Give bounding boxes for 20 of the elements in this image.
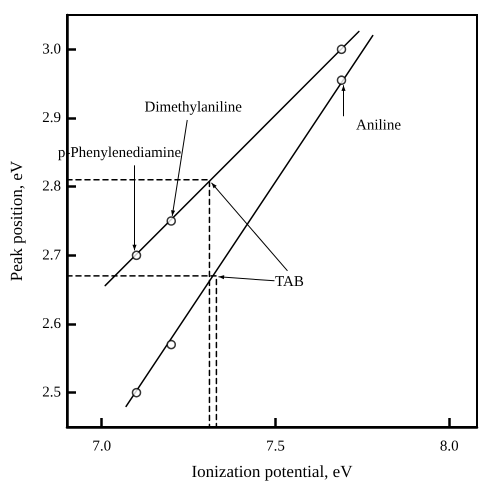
annotation: Aniline — [356, 118, 402, 134]
y-tick-label: 2.5 — [42, 384, 61, 401]
y-tick-label: 3.0 — [42, 41, 61, 58]
point — [336, 44, 346, 54]
annotation: Dimethylaniline — [144, 99, 242, 116]
y-tick-label: 2.9 — [42, 110, 61, 126]
point — [166, 216, 176, 226]
y-axis-title: Peak position, eV — [7, 160, 26, 282]
x-tick-label: 8.0 — [440, 438, 459, 454]
x-axis-title: Ionization potential, eV — [192, 462, 354, 481]
y-tick-label: 2.7 — [42, 247, 62, 264]
point — [336, 75, 346, 85]
annotation: TAB — [275, 274, 304, 290]
point — [166, 340, 176, 350]
point — [132, 388, 142, 398]
point — [132, 250, 142, 260]
y-tick-label: 2.8 — [42, 178, 61, 195]
x-tick-label: 7.5 — [266, 438, 285, 454]
x-tick-label: 7.0 — [92, 438, 112, 454]
y-tick-label: 2.6 — [42, 316, 62, 332]
